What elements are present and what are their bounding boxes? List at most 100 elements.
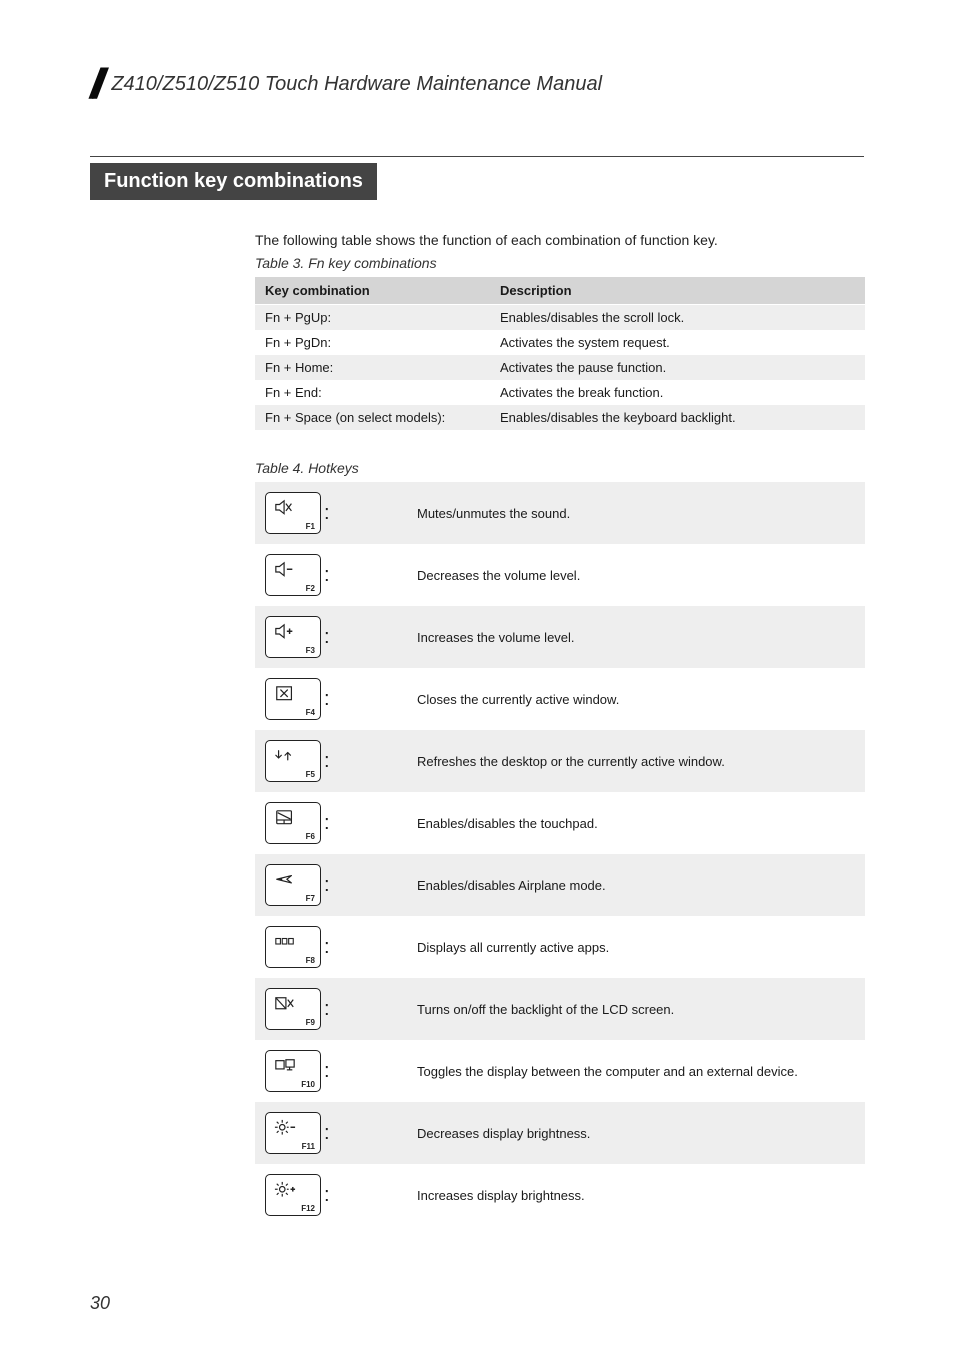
table-row: F11 : Decreases display brightness. xyxy=(255,1102,865,1164)
table-row: F4 : Closes the currently active window. xyxy=(255,668,865,730)
table-row: F7 : Enables/disables Airplane mode. xyxy=(255,854,865,916)
hotkey-desc: Enables/disables Airplane mode. xyxy=(405,854,865,916)
active-apps-icon xyxy=(274,933,296,951)
table3-cell: Activates the system request. xyxy=(490,330,865,355)
table-row: Fn + End: Activates the break function. xyxy=(255,380,865,405)
hotkeys-table: F1 : Mutes/unmutes the sound. F2 : Decre… xyxy=(255,482,865,1226)
table-row: F12 : Increases display brightness. xyxy=(255,1164,865,1226)
table3-cell: Activates the break function. xyxy=(490,380,865,405)
colon-text: : xyxy=(324,626,330,648)
keycap-label: F4 xyxy=(306,708,315,717)
keycap-f5: F5 xyxy=(265,740,321,782)
table-row: F2 : Decreases the volume level. xyxy=(255,544,865,606)
hotkey-desc: Increases display brightness. xyxy=(405,1164,865,1226)
keycap-f8: F8 xyxy=(265,926,321,968)
colon-text: : xyxy=(324,998,330,1020)
page-number: 30 xyxy=(90,1293,110,1314)
external-display-icon xyxy=(274,1057,296,1075)
keycap-f3: F3 xyxy=(265,616,321,658)
hotkey-desc: Turns on/off the backlight of the LCD sc… xyxy=(405,978,865,1040)
keycap-f2: F2 xyxy=(265,554,321,596)
keycap-label: F7 xyxy=(306,894,315,903)
fn-combinations-table: Key combination Description Fn + PgUp: E… xyxy=(255,277,865,430)
table3-col2-header: Description xyxy=(490,277,865,305)
table3-caption: Table 3. Fn key combinations xyxy=(255,255,864,271)
keycap-label: F5 xyxy=(306,770,315,779)
keycap-label: F8 xyxy=(306,956,315,965)
keycap-f11: F11 xyxy=(265,1112,321,1154)
table-row: F3 : Increases the volume level. xyxy=(255,606,865,668)
airplane-icon xyxy=(274,871,296,889)
table3-col1-header: Key combination xyxy=(255,277,490,305)
volume-up-icon xyxy=(274,623,296,641)
keycap-label: F3 xyxy=(306,646,315,655)
colon-text: : xyxy=(324,564,330,586)
keycap-f9: F9 xyxy=(265,988,321,1030)
colon-text: : xyxy=(324,936,330,958)
table-row: F8 : Displays all currently active apps. xyxy=(255,916,865,978)
table-row: F5 : Refreshes the desktop or the curren… xyxy=(255,730,865,792)
keycap-label: F1 xyxy=(306,522,315,531)
keycap-label: F2 xyxy=(306,584,315,593)
table3-cell: Activates the pause function. xyxy=(490,355,865,380)
keycap-f6: F6 xyxy=(265,802,321,844)
refresh-icon xyxy=(274,747,296,765)
hotkey-desc: Mutes/unmutes the sound. xyxy=(405,482,865,544)
keycap-label: F12 xyxy=(301,1204,315,1213)
hotkey-desc: Closes the currently active window. xyxy=(405,668,865,730)
keycap-f4: F4 xyxy=(265,678,321,720)
hotkey-desc: Decreases display brightness. xyxy=(405,1102,865,1164)
section-intro-text: The following table shows the function o… xyxy=(255,230,864,251)
table-row: Fn + Space (on select models): Enables/d… xyxy=(255,405,865,430)
keycap-label: F11 xyxy=(302,1142,315,1151)
colon-text: : xyxy=(324,1184,330,1206)
section-heading: Function key combinations xyxy=(90,163,377,200)
table3-cell: Enables/disables the scroll lock. xyxy=(490,305,865,331)
colon-text: : xyxy=(324,502,330,524)
table4-caption: Table 4. Hotkeys xyxy=(255,460,864,476)
table3-cell: Fn + Space (on select models): xyxy=(255,405,490,430)
keycap-label: F9 xyxy=(306,1018,315,1027)
table-row: Fn + PgUp: Enables/disables the scroll l… xyxy=(255,305,865,331)
table-row: F6 : Enables/disables the touchpad. xyxy=(255,792,865,854)
colon-text: : xyxy=(324,1060,330,1082)
table3-cell: Fn + Home: xyxy=(255,355,490,380)
colon-text: : xyxy=(324,812,330,834)
table-row: Fn + PgDn: Activates the system request. xyxy=(255,330,865,355)
table-row: F10 : Toggles the display between the co… xyxy=(255,1040,865,1102)
page-header: // Z410/Z510/Z510 Touch Hardware Mainten… xyxy=(90,60,864,108)
table-row: F9 : Turns on/off the backlight of the L… xyxy=(255,978,865,1040)
table3-cell: Fn + PgUp: xyxy=(255,305,490,331)
table3-cell: Fn + PgDn: xyxy=(255,330,490,355)
hotkey-desc: Enables/disables the touchpad. xyxy=(405,792,865,854)
brightness-up-icon xyxy=(274,1181,296,1199)
section-divider: Function key combinations xyxy=(90,156,864,200)
close-window-icon xyxy=(274,685,296,703)
keycap-f1: F1 xyxy=(265,492,321,534)
table-row: Fn + Home: Activates the pause function. xyxy=(255,355,865,380)
volume-down-icon xyxy=(274,561,296,579)
mute-icon xyxy=(274,499,296,517)
hotkey-desc: Increases the volume level. xyxy=(405,606,865,668)
colon-text: : xyxy=(324,750,330,772)
screen-backlight-icon xyxy=(274,995,296,1013)
brand-slashes-icon: // xyxy=(90,60,97,108)
table3-cell: Enables/disables the keyboard backlight. xyxy=(490,405,865,430)
table-row: F1 : Mutes/unmutes the sound. xyxy=(255,482,865,544)
colon-text: : xyxy=(324,688,330,710)
touchpad-icon xyxy=(274,809,296,827)
hotkey-desc: Displays all currently active apps. xyxy=(405,916,865,978)
keycap-label: F10 xyxy=(301,1080,315,1089)
brightness-down-icon xyxy=(274,1119,296,1137)
hotkey-desc: Refreshes the desktop or the currently a… xyxy=(405,730,865,792)
colon-text: : xyxy=(324,874,330,896)
colon-text: : xyxy=(324,1122,330,1144)
document-title: Z410/Z510/Z510 Touch Hardware Maintenanc… xyxy=(111,73,602,96)
hotkey-desc: Toggles the display between the computer… xyxy=(405,1040,865,1102)
keycap-label: F6 xyxy=(306,832,315,841)
table3-cell: Fn + End: xyxy=(255,380,490,405)
keycap-f12: F12 xyxy=(265,1174,321,1216)
hotkey-desc: Decreases the volume level. xyxy=(405,544,865,606)
keycap-f7: F7 xyxy=(265,864,321,906)
keycap-f10: F10 xyxy=(265,1050,321,1092)
